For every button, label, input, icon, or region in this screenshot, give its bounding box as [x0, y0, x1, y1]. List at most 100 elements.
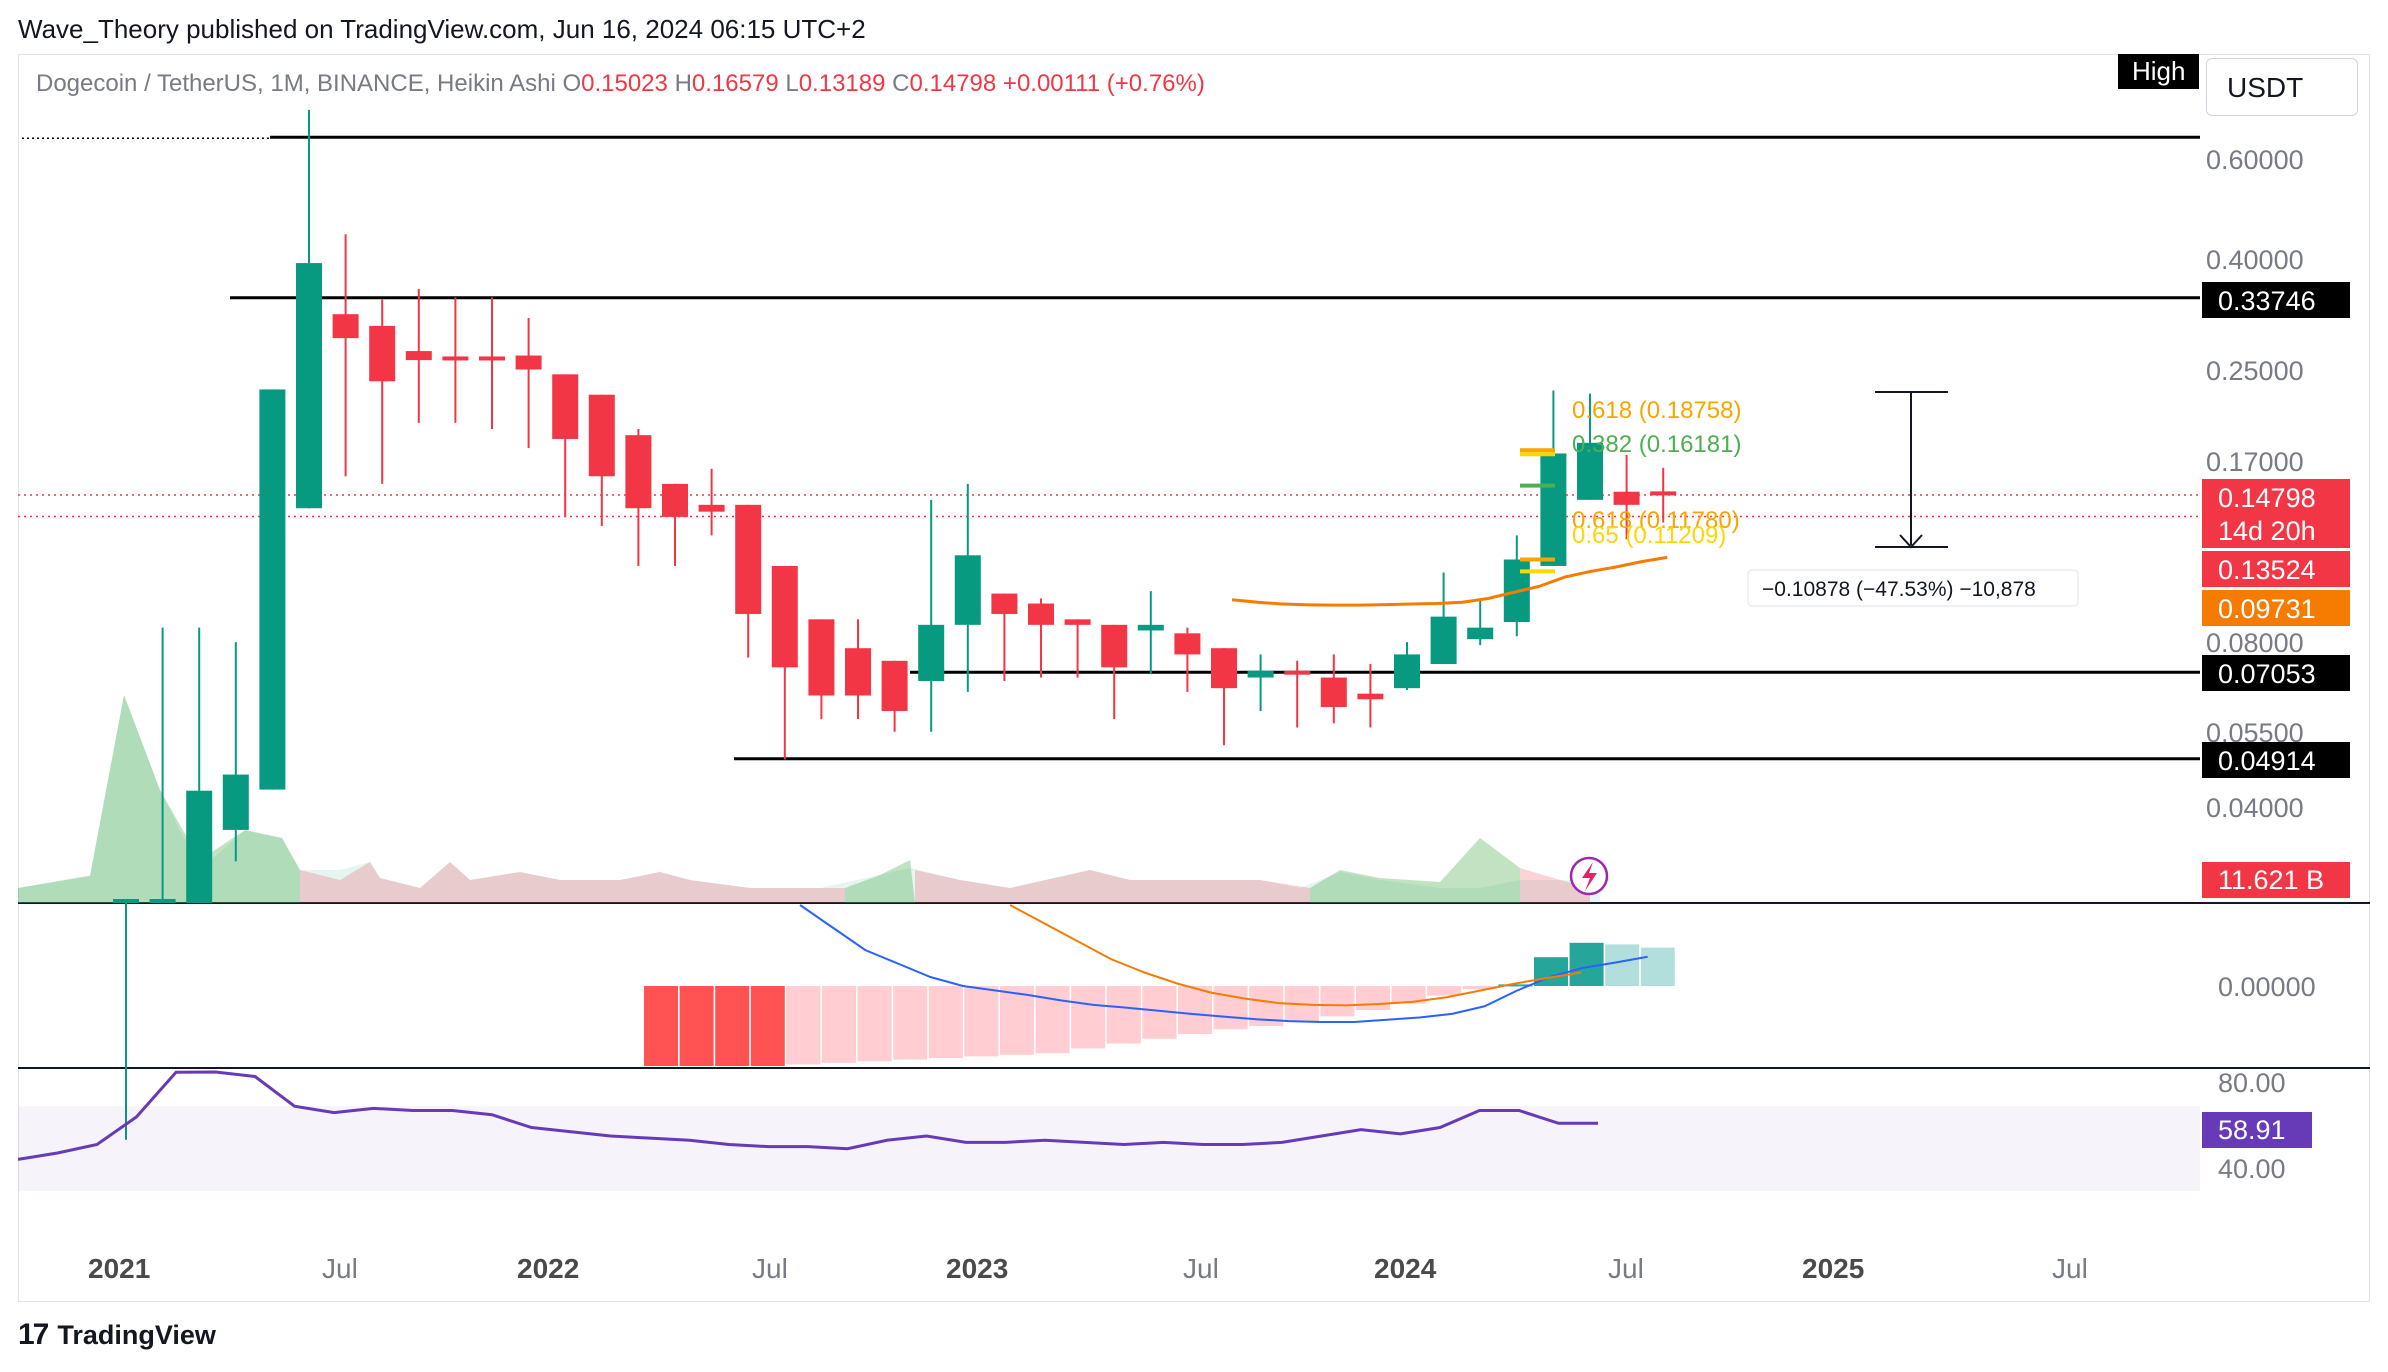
open-label: O — [562, 70, 582, 97]
candle-body — [1467, 627, 1494, 640]
candle-body — [1284, 670, 1311, 675]
candle — [845, 619, 871, 720]
candle — [1101, 624, 1128, 720]
symbol-title[interactable]: Dogecoin / TetherUS, 1M, BINANCE, Heikin… — [36, 70, 556, 97]
currency-selector[interactable]: USDT — [2206, 58, 2358, 116]
candle-body — [113, 899, 139, 903]
candle — [1394, 642, 1420, 690]
candle — [625, 428, 652, 566]
candle-body — [698, 504, 725, 512]
candle — [442, 297, 469, 423]
macd-histogram-bar — [1320, 986, 1355, 1017]
candle — [222, 642, 249, 862]
volume-area-bull — [845, 860, 915, 903]
candle — [1028, 598, 1054, 678]
macd-histogram-bar — [1178, 986, 1212, 1034]
macd-histogram-bar — [1000, 986, 1034, 1055]
x-axis-tick: 2021 — [88, 1253, 150, 1284]
x-axis-tick: 2023 — [946, 1253, 1008, 1284]
candle — [1540, 390, 1567, 566]
candle-body — [1101, 624, 1128, 668]
candle-body — [662, 483, 688, 517]
macd-histogram-bar — [1106, 986, 1141, 1044]
candle — [149, 627, 176, 903]
macd-histogram-bar — [857, 986, 892, 1062]
high-label: H — [674, 70, 692, 97]
candle — [552, 374, 579, 517]
x-axis-tick: Jul — [752, 1253, 788, 1284]
candle-body — [296, 263, 322, 509]
candle-body — [515, 355, 542, 370]
high-level-tag: High — [2118, 54, 2200, 89]
volume-area-bear — [915, 870, 1310, 903]
candle — [1430, 572, 1457, 665]
low-label: L — [785, 70, 799, 97]
candle — [954, 483, 981, 692]
price-tag-label: 0.09731 — [2218, 594, 2316, 624]
candle-body — [1247, 670, 1274, 678]
macd-line — [799, 904, 1648, 1023]
price-tag-label: 0.13524 — [2218, 555, 2316, 585]
candle — [1211, 648, 1237, 746]
macd-histogram-bar — [822, 986, 856, 1063]
open-value: 0.15023 — [581, 70, 668, 97]
brand-name: TradingView — [57, 1319, 216, 1350]
macd-histogram-bar — [928, 986, 963, 1058]
candle — [698, 468, 725, 536]
close-label: C — [892, 70, 910, 97]
candle-body — [1357, 693, 1384, 700]
macd-histogram-bar — [750, 986, 785, 1066]
candle — [405, 288, 432, 423]
price-tag — [2202, 551, 2350, 587]
volume-tag — [2202, 862, 2350, 898]
candle — [735, 504, 762, 658]
macd-histogram-bar — [1213, 986, 1248, 1030]
candle — [1650, 467, 1677, 523]
macd-histogram-bar — [1427, 986, 1462, 996]
x-axis-tick: Jul — [2052, 1253, 2088, 1284]
macd-histogram-bar — [1640, 947, 1675, 986]
candle-body — [1137, 624, 1164, 631]
candle-body — [479, 356, 505, 361]
candle — [1174, 627, 1201, 692]
candle-body — [369, 325, 396, 382]
candle — [296, 109, 322, 509]
candle-body — [1650, 491, 1677, 496]
lightning-icon — [1582, 862, 1597, 891]
price-tag — [2202, 512, 2350, 548]
candle-body — [1394, 654, 1420, 689]
x-axis-tick: Jul — [1183, 1253, 1219, 1284]
measure-label: −0.10878 (−47.53%) −10,878 — [1762, 578, 2036, 601]
chart-frame — [18, 54, 2370, 1302]
candle — [1064, 619, 1091, 678]
candle-body — [735, 504, 762, 614]
price-tag-label: 0.07053 — [2218, 659, 2316, 689]
x-axis-tick: 2022 — [517, 1253, 579, 1284]
fib-label: 0.65 (0.11209) — [1572, 522, 1726, 549]
candle-body — [186, 790, 213, 903]
candle-body — [1613, 491, 1640, 505]
candle — [1137, 591, 1164, 675]
candle-body — [405, 351, 432, 361]
publisher-line: Wave_Theory published on TradingView.com… — [18, 14, 866, 44]
candle-body — [954, 555, 981, 625]
candle — [369, 299, 396, 484]
candle-body — [808, 619, 835, 696]
macd-histogram-bar — [1071, 986, 1106, 1049]
macd-histogram-bar — [1498, 984, 1533, 987]
candle-body — [1211, 648, 1237, 689]
candle-body — [259, 389, 286, 790]
price-tag-label: 0.14798 — [2218, 483, 2316, 513]
macd-histogram-bar — [1605, 944, 1640, 986]
candle-body — [442, 356, 469, 361]
rsi-value-tag — [2202, 1112, 2312, 1148]
y-axis-tick: 0.17000 — [2206, 447, 2304, 477]
candle — [1467, 598, 1494, 646]
candle-body — [332, 314, 359, 339]
fib-label: 0.618 (0.11780) — [1572, 507, 1740, 534]
ema-line — [1231, 555, 1668, 607]
rsi-value-label: 58.91 — [2218, 1115, 2286, 1145]
candle-body — [552, 374, 579, 439]
symbol-legend: Dogecoin / TetherUS, 1M, BINANCE, Heikin… — [36, 70, 1205, 98]
